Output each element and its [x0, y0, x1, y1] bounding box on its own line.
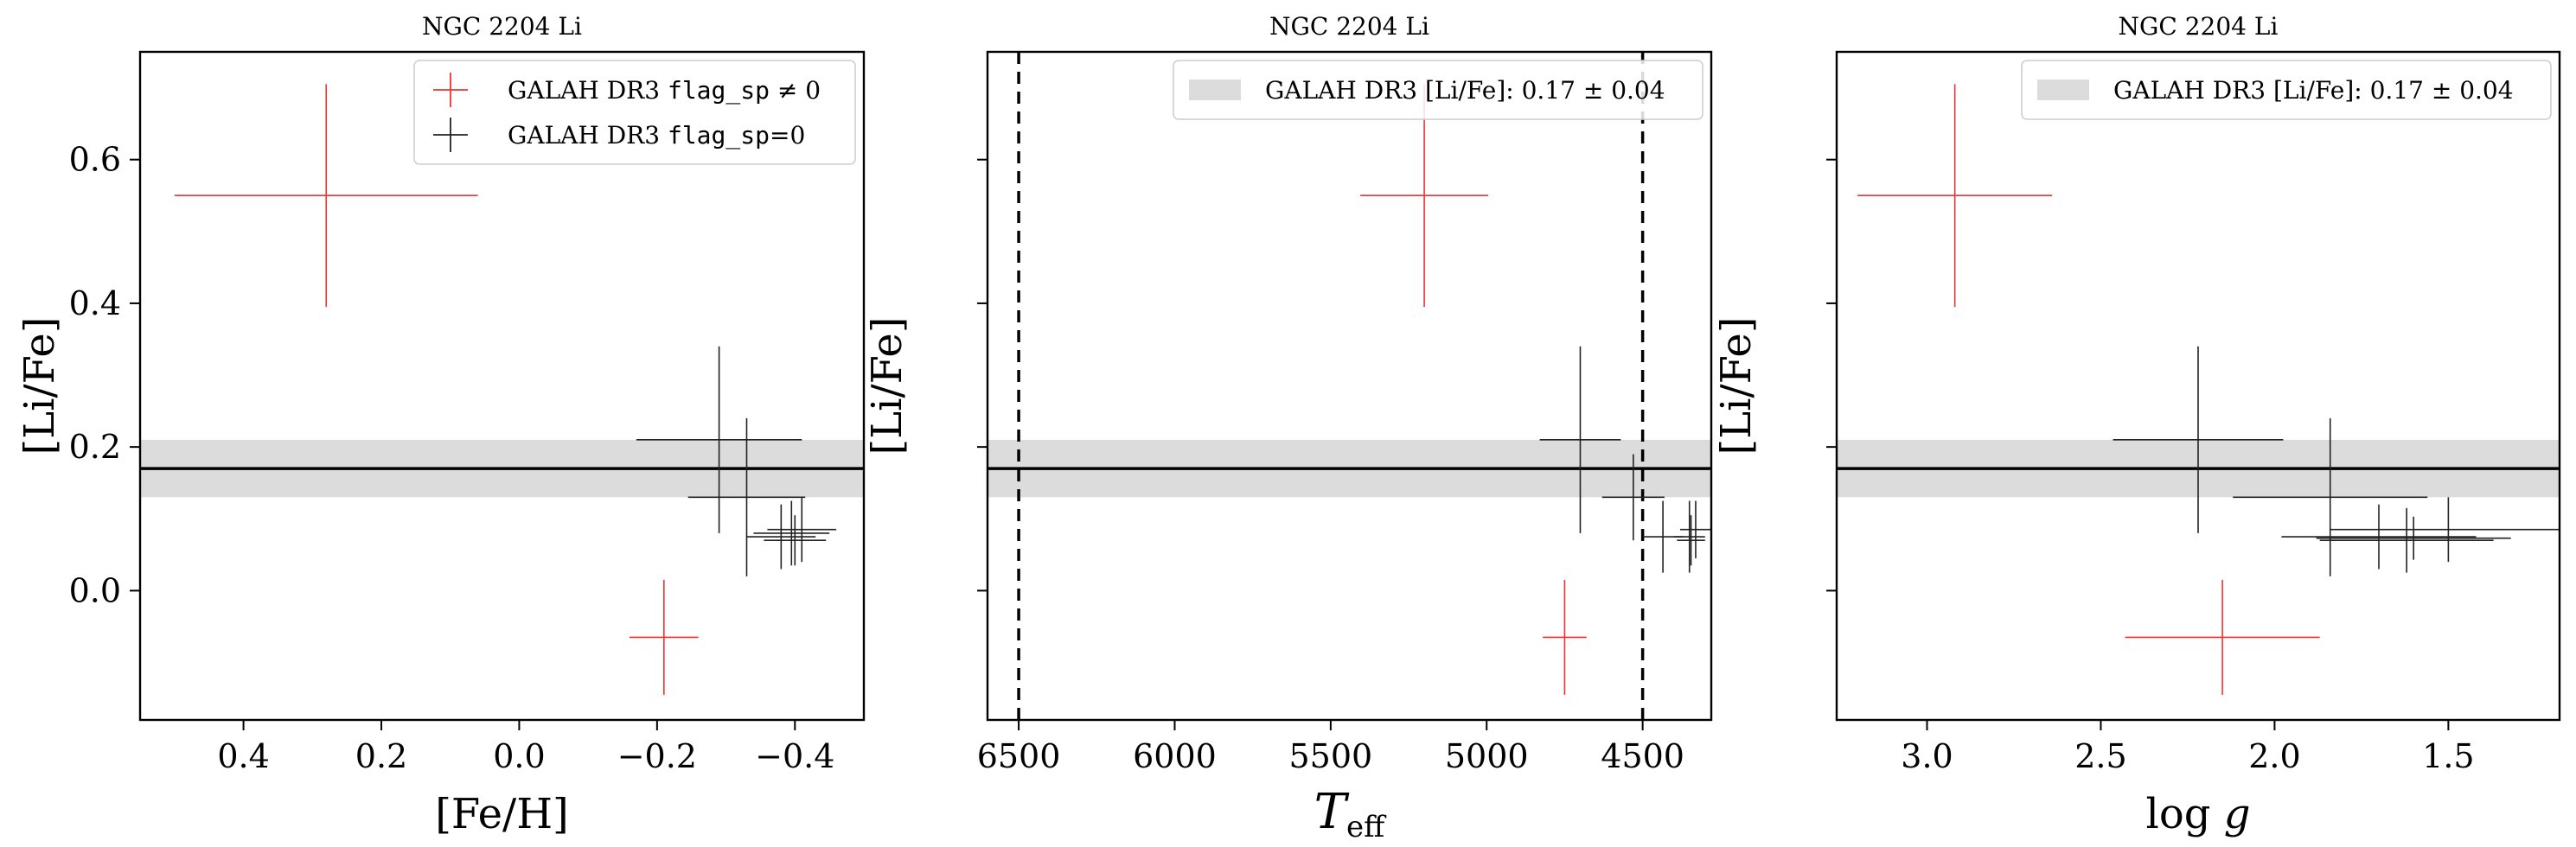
data-point-unflagged	[1673, 500, 1705, 573]
legend-cross-icon	[433, 73, 468, 107]
x-axis-label: [Fe/H]	[435, 790, 569, 838]
legend: GALAH DR3 flag_sp ≠ 0 GALAH DR3 flag_sp=0	[413, 60, 856, 165]
legend-box	[1173, 60, 1703, 120]
axes-frame	[1835, 50, 2561, 722]
legend-label: GALAH DR3 [Li/Fe]: 0.17 ± 0.04	[1265, 76, 1665, 105]
y-axis-label: [Li/Fe]	[1712, 317, 1761, 455]
legend: GALAH DR3 [Li/Fe]: 0.17 ± 0.04	[2021, 60, 2552, 120]
y-axis-label: [Li/Fe]	[863, 317, 911, 455]
y-tick-label: 0.4	[69, 284, 121, 322]
axes-frame	[986, 50, 1713, 722]
data-point-unflagged	[636, 346, 802, 533]
data-points	[174, 84, 837, 695]
data-point-flagged	[1360, 84, 1489, 308]
x-tick-label: 1.5	[2422, 737, 2474, 775]
data-point-unflagged	[2113, 346, 2284, 533]
x-tick-label: 6000	[1133, 737, 1217, 775]
data-point-flagged	[2125, 579, 2320, 695]
x-tick-label: 0.0	[493, 737, 545, 775]
x-tick-label: 2.0	[2248, 737, 2300, 775]
data-point-unflagged	[2330, 497, 2560, 563]
data-point-unflagged	[767, 497, 837, 563]
legend-cross-icon	[433, 118, 468, 152]
legend-patch-icon	[2037, 80, 2089, 100]
data-point-unflagged	[1677, 515, 1705, 566]
data-point-unflagged	[2281, 504, 2477, 570]
data-point-unflagged	[2316, 516, 2511, 560]
x-tick-label: 4500	[1601, 737, 1684, 775]
data-point-unflagged	[1539, 346, 1621, 533]
data-point-unflagged	[746, 504, 816, 570]
axes-frame	[138, 50, 866, 722]
data-point-unflagged	[753, 500, 830, 566]
panel-title: NGC 2204 Li	[422, 12, 582, 41]
legend-label: GALAH DR3 flag_sp=0	[508, 121, 805, 150]
legend-box	[2021, 60, 2552, 120]
x-tick-label: −0.2	[617, 737, 697, 775]
data-point-unflagged	[2319, 507, 2494, 573]
y-tick-label: 0.6	[69, 141, 121, 179]
panel-title: NGC 2204 Li	[1269, 12, 1429, 41]
panel-2: 6500 6000 5500 5000 4500 NGC 2204 Li [Li/Fe] Te…	[863, 12, 1713, 844]
data-point-unflagged	[1601, 454, 1665, 541]
y-tick-label: 0.0	[69, 571, 121, 609]
x-tick-label: −0.4	[755, 737, 834, 775]
data-point-flagged	[174, 84, 478, 308]
panel-1: 0.4 0.2 0.0 −0.2 −0.4 0.0 0.2 0.4 0.6 NGC 2204 Li…	[16, 12, 866, 838]
panel-title: NGC 2204 Li	[2119, 12, 2279, 41]
y-axis-label: [Li/Fe]	[16, 317, 64, 455]
panel-3: 3.0 2.5 2.0 1.5 NGC 2204 Li [Li/Fe] log g GALAH…	[1712, 12, 2561, 838]
legend-patch-icon	[1189, 80, 1241, 100]
x-tick-label: 3.0	[1901, 737, 1953, 775]
data-point-flagged	[1543, 579, 1587, 695]
data-point-flagged	[629, 579, 699, 695]
legend-box	[413, 60, 856, 165]
data-points	[1857, 84, 2560, 695]
y-tick-label: 0.2	[69, 428, 121, 466]
x-axis-label: Teff	[1314, 784, 1387, 844]
data-point-unflagged	[687, 417, 806, 576]
data-point-unflagged	[764, 515, 827, 566]
data-point-unflagged	[2233, 417, 2428, 576]
legend: GALAH DR3 [Li/Fe]: 0.17 ± 0.04	[1173, 60, 1703, 120]
legend-label: GALAH DR3 flag_sp ≠ 0	[508, 76, 821, 105]
x-tick-label: 0.4	[217, 737, 269, 775]
x-axis-label: log g	[2146, 790, 2251, 838]
data-points	[1360, 84, 1711, 695]
legend-label: GALAH DR3 [Li/Fe]: 0.17 ± 0.04	[2113, 76, 2514, 105]
x-tick-label: 5500	[1288, 737, 1372, 775]
x-tick-label: 0.2	[355, 737, 407, 775]
data-point-unflagged	[1679, 500, 1711, 558]
data-point-flagged	[1857, 84, 2053, 308]
x-tick-label: 6500	[977, 737, 1061, 775]
x-tick-label: 2.5	[2074, 737, 2126, 775]
x-tick-label: 5000	[1445, 737, 1529, 775]
